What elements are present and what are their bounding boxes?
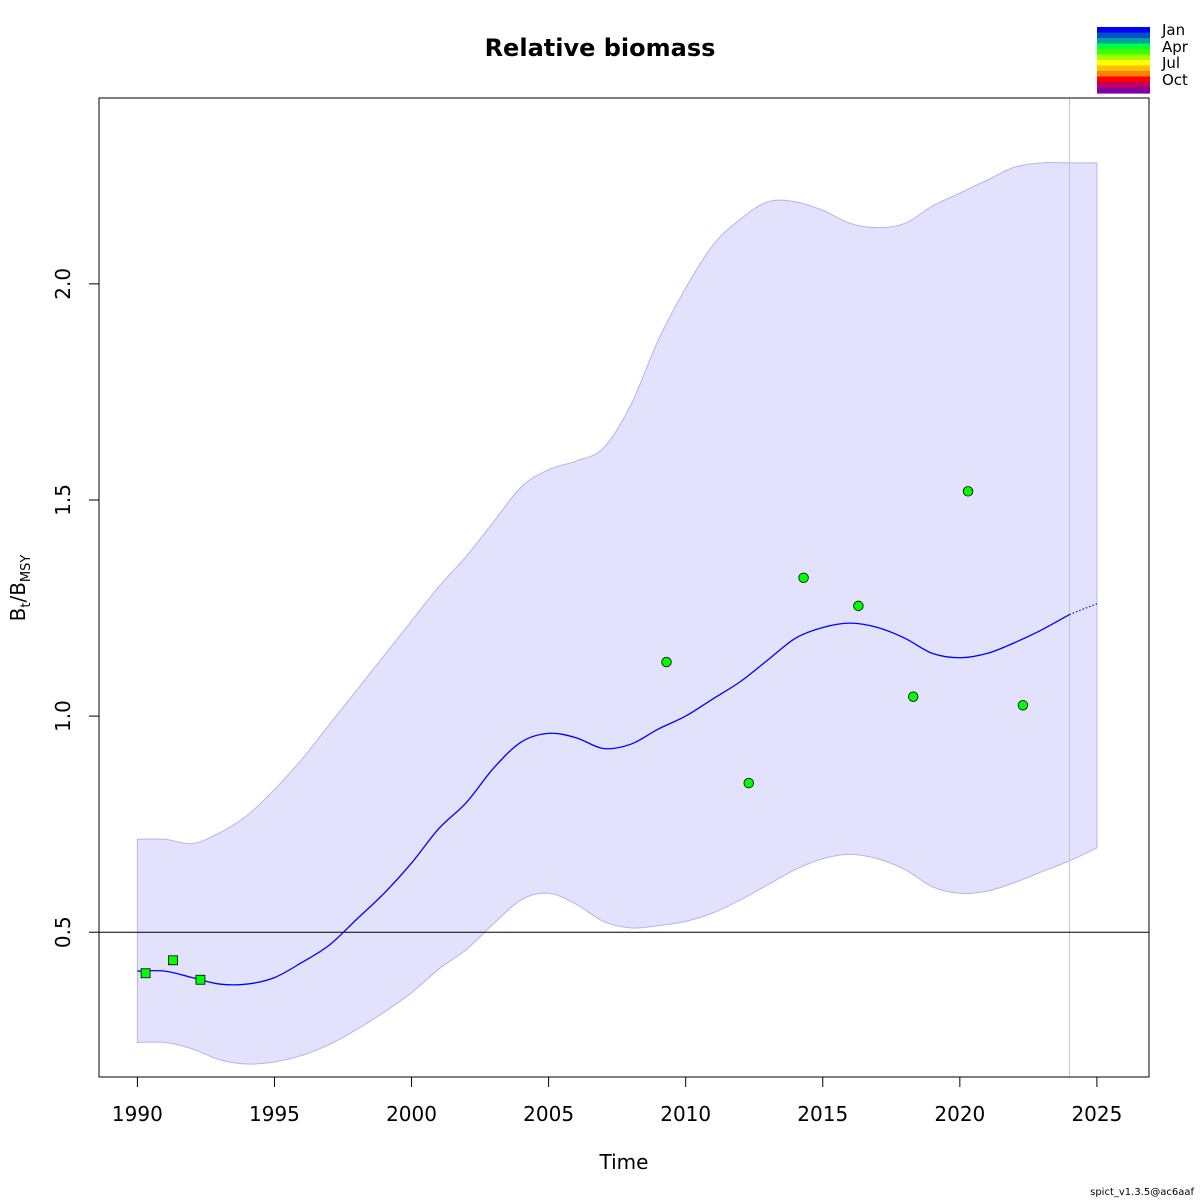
legend-color-swatch <box>1097 82 1150 89</box>
x-tick-label: 1990 <box>112 1102 163 1126</box>
observation-point <box>661 656 672 668</box>
observation-point <box>743 777 754 789</box>
legend-color-swatch <box>1097 60 1150 67</box>
x-tick-label: 2025 <box>1071 1102 1122 1126</box>
observation-points-layer <box>140 486 1029 985</box>
observation-point <box>168 955 178 966</box>
x-tick-label: 2015 <box>797 1102 848 1126</box>
y-tick-label: 1.0 <box>51 700 75 732</box>
legend-label-oct: Oct <box>1162 71 1188 89</box>
legend-color-swatch <box>1097 76 1150 83</box>
observation-point <box>908 691 919 702</box>
legend-color-swatch <box>1097 54 1150 61</box>
observation-point <box>195 974 206 985</box>
observation-point <box>140 968 151 979</box>
version-footer: spict_v1.3.5@ac6aaf <box>1090 1187 1194 1198</box>
x-axis-label: Time <box>599 1150 649 1174</box>
forecast-line <box>1069 603 1098 616</box>
axes-layer: 1990 1995 2000 2005 2010 2015 2020 2025 0.5 1.0 1.… <box>51 97 1150 1126</box>
legend-color-swatch <box>1097 32 1150 39</box>
legend-color-swatch <box>1097 65 1150 72</box>
chart-title: Relative biomass <box>484 34 716 62</box>
observation-point <box>1017 700 1029 711</box>
season-legend <box>1097 27 1150 94</box>
y-tick-label: 2.0 <box>51 268 75 300</box>
legend-color-swatch <box>1097 38 1150 45</box>
observation-point <box>962 486 974 497</box>
legend-label-jan: Jan <box>1162 21 1186 39</box>
legend-label-apr: Apr <box>1162 38 1188 56</box>
y-tick-label: 0.5 <box>51 916 75 948</box>
observation-point <box>798 572 809 583</box>
confidence-band-layer <box>136 162 1098 1065</box>
observation-point <box>853 600 864 612</box>
legend-label-jul: Jul <box>1162 54 1181 72</box>
x-tick-label: 2005 <box>523 1102 574 1126</box>
x-tick-label: 1995 <box>249 1102 300 1126</box>
x-tick-label: 2000 <box>386 1102 437 1126</box>
legend-color-swatch <box>1097 43 1150 50</box>
estimate-line <box>137 613 1070 986</box>
x-tick-label: 2020 <box>934 1102 985 1126</box>
x-tick-label: 2010 <box>660 1102 711 1126</box>
legend-color-swatch <box>1097 49 1150 56</box>
legend-color-swatch <box>1097 87 1150 94</box>
confidence-band <box>136 162 1098 1065</box>
estimate-line-layer <box>99 98 1149 1077</box>
legend-color-swatch <box>1097 27 1150 34</box>
legend-color-swatch <box>1097 71 1150 78</box>
y-axis-label: Bt/BMSY <box>6 554 34 622</box>
y-tick-label: 1.5 <box>51 484 75 516</box>
